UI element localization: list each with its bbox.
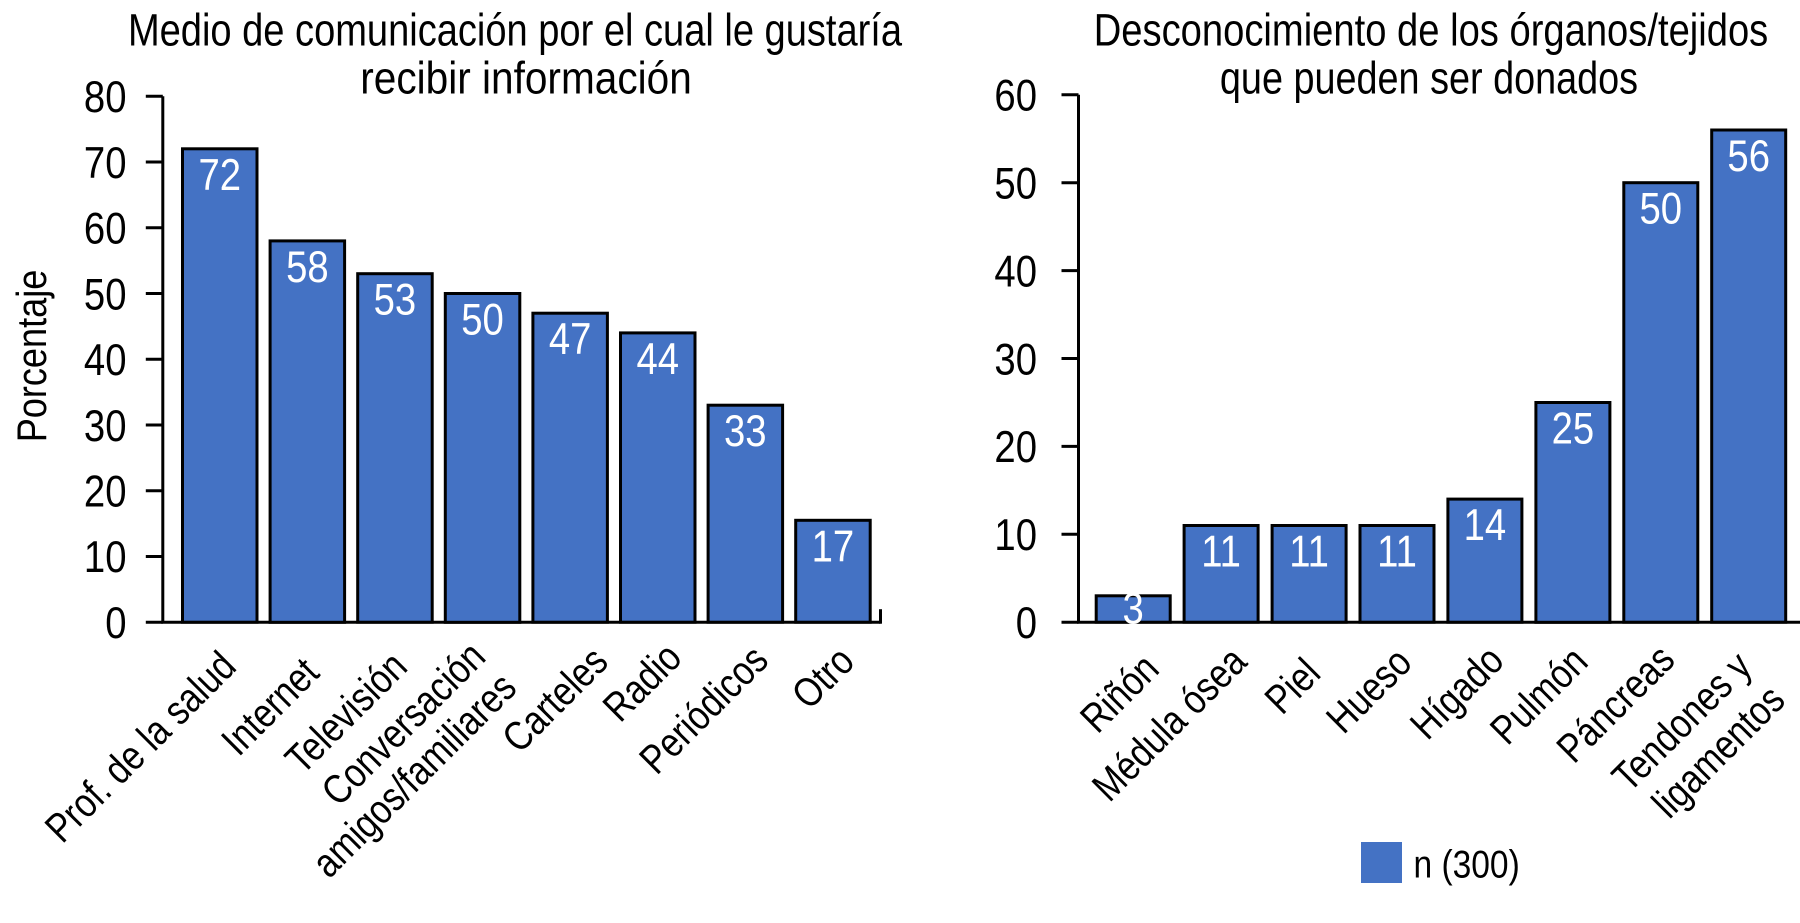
svg-text:60: 60 bbox=[84, 203, 127, 253]
svg-text:20: 20 bbox=[994, 421, 1037, 471]
svg-text:50: 50 bbox=[461, 294, 504, 344]
svg-text:11: 11 bbox=[1377, 526, 1417, 576]
svg-text:50: 50 bbox=[84, 269, 127, 319]
svg-text:que pueden ser donados: que pueden ser donados bbox=[1220, 52, 1638, 103]
svg-text:70: 70 bbox=[84, 137, 127, 187]
svg-text:72: 72 bbox=[199, 149, 242, 199]
svg-text:17: 17 bbox=[812, 521, 855, 571]
svg-text:40: 40 bbox=[994, 246, 1037, 296]
svg-text:47: 47 bbox=[549, 313, 592, 363]
svg-text:Medio de comunicación por el c: Medio de comunicación por el cual le gus… bbox=[128, 4, 903, 55]
svg-text:40: 40 bbox=[84, 334, 127, 384]
svg-text:11: 11 bbox=[1289, 526, 1329, 576]
svg-text:60: 60 bbox=[994, 70, 1037, 120]
svg-text:80: 80 bbox=[84, 71, 127, 121]
svg-text:10: 10 bbox=[994, 509, 1037, 559]
svg-text:56: 56 bbox=[1727, 130, 1770, 180]
svg-text:14: 14 bbox=[1464, 499, 1507, 549]
svg-text:44: 44 bbox=[637, 333, 680, 383]
svg-text:33: 33 bbox=[724, 405, 767, 455]
svg-text:Desconocimiento de los órganos: Desconocimiento de los órganos/tejidos bbox=[1094, 5, 1769, 56]
svg-text:58: 58 bbox=[286, 241, 329, 291]
svg-text:n (300): n (300) bbox=[1414, 842, 1520, 886]
svg-text:10: 10 bbox=[84, 531, 127, 581]
svg-text:3: 3 bbox=[1123, 583, 1144, 633]
svg-text:0: 0 bbox=[1016, 597, 1037, 647]
svg-text:0: 0 bbox=[105, 597, 126, 647]
svg-text:50: 50 bbox=[994, 158, 1037, 208]
svg-text:30: 30 bbox=[994, 334, 1037, 384]
svg-text:25: 25 bbox=[1552, 403, 1595, 453]
svg-text:Porcentaje: Porcentaje bbox=[10, 270, 56, 443]
svg-text:53: 53 bbox=[374, 274, 417, 324]
svg-text:recibir información: recibir información bbox=[360, 54, 692, 104]
svg-text:11: 11 bbox=[1201, 526, 1241, 576]
svg-text:30: 30 bbox=[84, 400, 127, 450]
svg-text:50: 50 bbox=[1640, 183, 1683, 233]
svg-text:20: 20 bbox=[84, 466, 127, 516]
